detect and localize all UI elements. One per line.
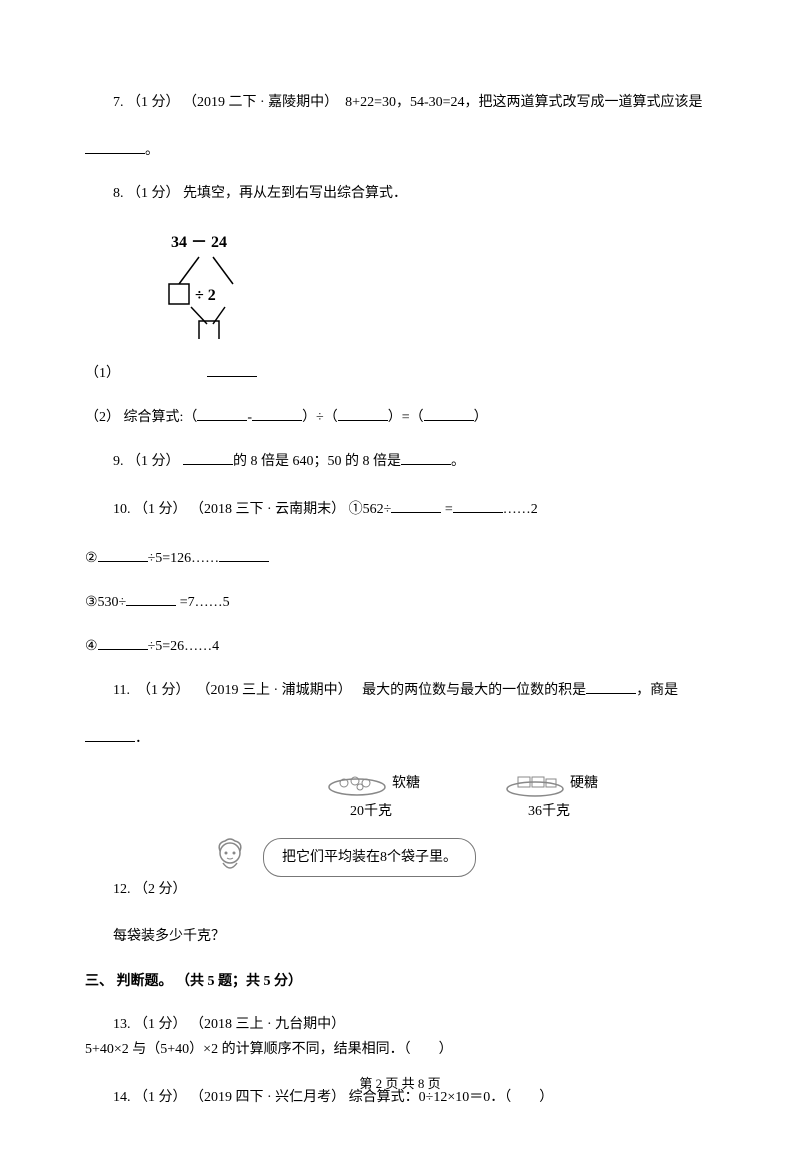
q10-points: （1 分） (134, 502, 187, 517)
question-9: 9. （1 分） 的 8 倍是 640；50 的 8 倍是 。 (85, 448, 715, 474)
speech-row: 把它们平均装在8个袋子里。 (205, 833, 715, 883)
section-3-title: 三、 判断题。 （共 5 题；共 5 分） (85, 969, 715, 994)
q10-line3: ③530÷ =7……5 (85, 589, 715, 615)
question-8: 8. （1 分） 先填空，再从左到右写出综合算式． (85, 181, 715, 206)
page-footer: 第 2 页 共 8 页 (0, 1073, 800, 1092)
q8-sub2: （2） 综合算式:（-）÷（）=（） (85, 404, 715, 430)
q10-l1b: = (441, 502, 452, 517)
q10-blank3[interactable] (98, 545, 148, 562)
q8-sub1-blank[interactable] (207, 360, 257, 377)
q8-sub2-b: ）÷（ (302, 410, 338, 425)
question-13: 13. （1 分） （2018 三上 · 九台期中） 5+40×2 与（5+40… (85, 1012, 715, 1062)
svg-text:34 － 24: 34 － 24 (171, 234, 227, 251)
q11-period: ． (135, 731, 149, 746)
q8-sub1: （1） (85, 360, 715, 386)
q10-blank6[interactable] (98, 633, 148, 650)
q8-sub2-blank1[interactable] (197, 404, 247, 421)
q8-tree-svg: 34 － 24 ÷ 2 (141, 229, 281, 339)
q8-sub1-label: （1） (85, 366, 120, 381)
question-10: 10. （1 分） （2018 三下 · 云南期末） ①562÷ = ……2 (85, 496, 715, 522)
q8-sub2-c: ）=（ (388, 410, 424, 425)
q10-l3a: ③530÷ (85, 595, 126, 610)
q8-text: 先填空，再从左到右写出综合算式． (183, 186, 407, 201)
speech-bubble: 把它们平均装在8个袋子里。 (263, 838, 476, 877)
q8-sub2-d: ） (474, 410, 488, 425)
hard-candy: 硬糖 36千克 (500, 769, 598, 824)
q8-diagram: 34 － 24 ÷ 2 (141, 229, 715, 348)
q9-num: 9. (113, 454, 124, 469)
q11-text-b: ，商是 (636, 683, 678, 698)
q12-illustration: 软糖 20千克 硬糖 36千克 (85, 769, 715, 882)
svg-text:÷ 2: ÷ 2 (195, 287, 216, 304)
q8-num: 8. (113, 186, 124, 201)
q9-text: 的 8 倍是 640；50 的 8 倍是 (233, 454, 401, 469)
q7-num: 7. (113, 95, 124, 110)
q13-source: （2018 三上 · 九台期中） (190, 1017, 345, 1032)
q11-points: （1 分） (137, 683, 190, 698)
soft-candy: 软糖 20千克 (322, 769, 420, 824)
q7-period: 。 (145, 143, 159, 158)
hard-label: 硬糖 (570, 777, 598, 792)
q10-num: 10. (113, 502, 131, 517)
q9-period: 。 (451, 454, 465, 469)
q10-l1c: ……2 (503, 502, 538, 517)
q9-blank1[interactable] (183, 448, 233, 465)
q11-blank1[interactable] (586, 677, 636, 694)
q10-source: （2018 三下 · 云南期末） (190, 502, 345, 517)
q10-l4b: ÷5=26……4 (148, 639, 220, 654)
q11-text-a: 最大的两位数与最大的一位数的积是 (362, 683, 586, 698)
q8-points: （1 分） (127, 186, 180, 201)
q10-l4a: ④ (85, 639, 98, 654)
q12-num: 12. (113, 882, 131, 897)
question-12: 12. （2 分） (85, 877, 715, 902)
q10-l3b: =7……5 (176, 595, 229, 610)
q11-source: （2019 三上 · 浦城期中） (196, 683, 351, 698)
q7-points: （1 分） (127, 95, 180, 110)
q12-question: 每袋装多少千克？ (113, 924, 715, 949)
q8-sub2-label: （2） (85, 410, 120, 425)
page-content: 7. （1 分） （2019 二下 · 嘉陵期中） 8+22=30，54-30=… (0, 0, 800, 1156)
question-11: 11. （1 分） （2019 三上 · 浦城期中） 最大的两位数与最大的一位数… (85, 677, 715, 703)
q10-l2a: ② (85, 551, 98, 566)
q13-points: （1 分） (134, 1017, 187, 1032)
q10-l1a: ①562÷ (349, 502, 392, 517)
q12-points: （2 分） (134, 882, 187, 897)
q10-l2b: ÷5=126…… (148, 551, 220, 566)
q10-blank5[interactable] (126, 589, 176, 606)
candy-row: 软糖 20千克 硬糖 36千克 (205, 769, 715, 824)
speech-text: 把它们平均装在8个袋子里。 (282, 850, 457, 865)
q9-points: （1 分） (127, 454, 180, 469)
soft-label: 软糖 (392, 777, 420, 792)
q7-text: 8+22=30，54-30=24，把这两道算式改写成一道算式应该是 (345, 95, 702, 110)
soft-candy-icon (322, 769, 392, 799)
q8-sub2-blank2[interactable] (252, 404, 302, 421)
q10-line4: ④ ÷5=26……4 (85, 633, 715, 659)
girl-icon (205, 833, 255, 883)
q9-blank2[interactable] (401, 448, 451, 465)
q10-blank2[interactable] (453, 496, 503, 513)
question-7: 7. （1 分） （2019 二下 · 嘉陵期中） 8+22=30，54-30=… (85, 90, 715, 115)
q13-text: 5+40×2 与（5+40）×2 的计算顺序不同，结果相同．（ ） (85, 1042, 453, 1057)
q10-blank4[interactable] (219, 545, 269, 562)
q7-blank[interactable] (85, 137, 145, 154)
q8-sub2-text-a: 综合算式:（ (124, 410, 198, 425)
hard-candy-icon (500, 769, 570, 799)
q11-blank2[interactable] (85, 725, 135, 742)
hard-weight: 36千克 (500, 799, 598, 824)
q11-line2: ． (85, 725, 715, 751)
q10-line2: ② ÷5=126…… (85, 545, 715, 571)
q7-source: （2019 二下 · 嘉陵期中） (183, 95, 338, 110)
q8-sub2-blank4[interactable] (424, 404, 474, 421)
q7-blank-line: 。 (85, 137, 715, 163)
q13-num: 13. (113, 1017, 131, 1032)
q11-num: 11. (113, 683, 130, 698)
q8-sub2-blank3[interactable] (338, 404, 388, 421)
soft-weight: 20千克 (322, 799, 420, 824)
q10-blank1[interactable] (391, 496, 441, 513)
